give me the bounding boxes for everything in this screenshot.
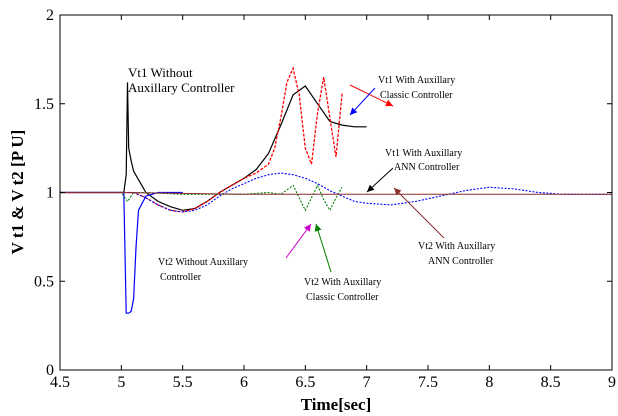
x-tick-label: 7.5 [418, 374, 438, 391]
annotation-arrowhead [314, 224, 322, 232]
annotation-vt1-ann: Vt1 With Auxillary ANN Controller [385, 148, 462, 173]
x-tick-label: 6.5 [295, 374, 315, 391]
x-axis-label: Time[sec] [301, 395, 372, 414]
annotation-line: Controller [160, 272, 202, 283]
annotation-arrowhead [304, 224, 311, 232]
series-line [60, 172, 612, 213]
annotation-arrow [315, 223, 332, 273]
y-tick-label: 0.5 [34, 273, 54, 290]
annotation-vt1-classic: Vt1 With Auxillary Classic Controller [378, 75, 455, 101]
series-line [60, 66, 343, 213]
annotation-vt2-without: Vt2 Without Auxillary Controller [158, 257, 248, 283]
series-line [60, 184, 343, 212]
y-tick-label: 2 [46, 7, 54, 24]
annotation-line: Classic Controller [380, 90, 453, 101]
annotation-vt1-without: Vt1 Without Auxillary Controller [128, 65, 235, 95]
y-axis-label: V t1 & V t2 [P U] [8, 130, 27, 255]
annotation-line: Vt2 With Auxillary [304, 277, 381, 288]
x-tick-label: 8.5 [541, 374, 561, 391]
annotation-line: Vt2 Without Auxillary [158, 257, 248, 268]
annotation-line: Classic Controller [306, 292, 379, 303]
annotation-line: Vt2 With Auxillary [418, 241, 495, 252]
annotation-arrowhead [367, 184, 375, 192]
series-layer [60, 66, 612, 314]
annotation-line: ANN Controller [394, 162, 460, 173]
y-axis: 0 0.5 1 1.5 2 [34, 7, 612, 379]
x-tick-label: 9 [608, 374, 616, 391]
y-tick-label: 0 [46, 362, 54, 379]
annotation-line: ANN Controller [428, 256, 494, 267]
annotation-arrow [285, 223, 312, 259]
y-tick-label: 1 [46, 185, 54, 202]
annotation-arrowhead [385, 99, 393, 107]
series-line [60, 192, 612, 195]
annotation-line: Vt1 With Auxillary [378, 75, 455, 86]
annotation-line: Vt1 With Auxillary [385, 148, 462, 159]
x-tick-label: 7 [363, 374, 371, 391]
x-tick-label: 8 [485, 374, 493, 391]
annotation-arrowhead [394, 188, 402, 196]
x-tick-label: 5 [117, 374, 125, 391]
x-tick-label: 4.5 [50, 374, 70, 391]
y-tick-label: 1.5 [34, 96, 54, 113]
annotation-line: Vt1 Without [128, 65, 193, 80]
annotation-vt2-ann: Vt2 With Auxillary ANN Controller [418, 241, 495, 267]
annotation-arrow [393, 187, 445, 239]
annotation-arrows [285, 84, 445, 273]
plot-area [59, 14, 613, 371]
x-axis: 4.5 5 5.5 6 6.5 7 7.5 8 8.5 9 [50, 15, 616, 391]
x-tick-label: 5.5 [173, 374, 193, 391]
annotation-vt2-classic: Vt2 With Auxillary Classic Controller [304, 277, 381, 303]
annotation-arrowhead [350, 107, 358, 115]
annotation-line: Auxillary Controller [128, 80, 235, 95]
annotation-arrow [349, 84, 394, 107]
x-tick-label: 6 [240, 374, 248, 391]
